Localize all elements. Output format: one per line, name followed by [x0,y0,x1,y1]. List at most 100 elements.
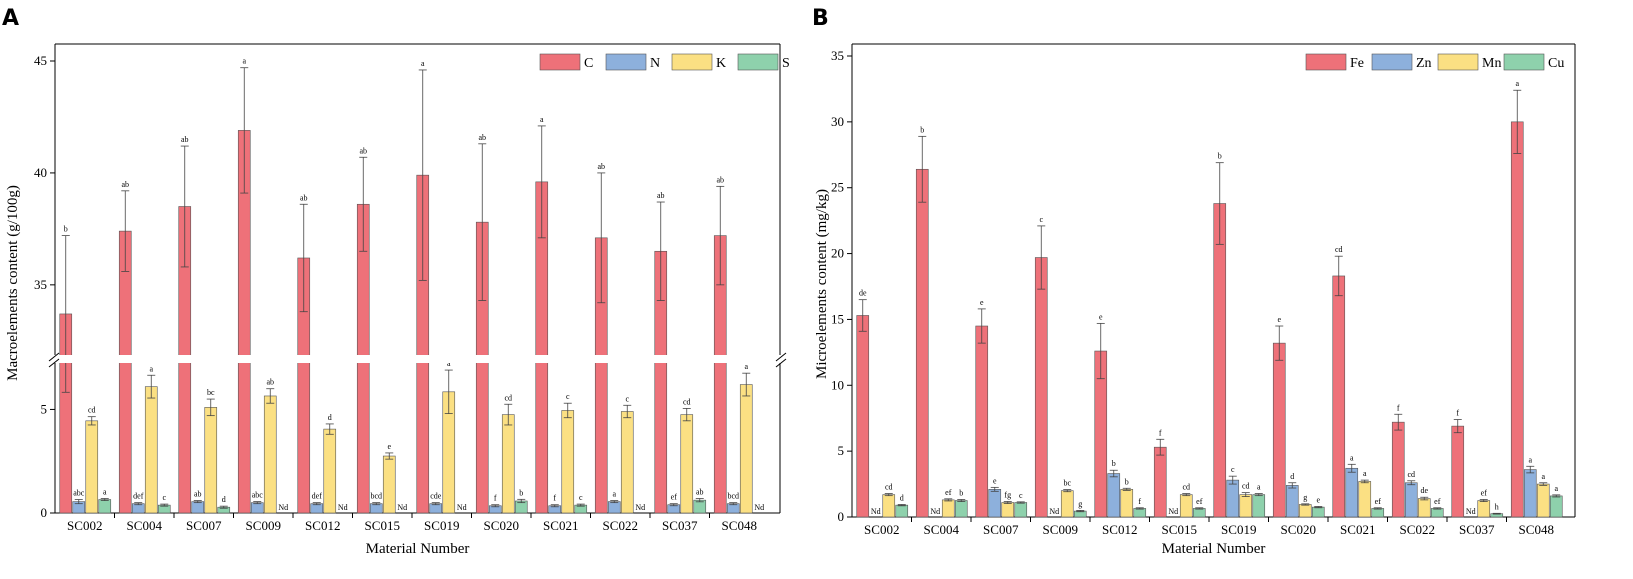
bar-K-SC004 [144,386,158,514]
axis-break-mark [48,358,60,368]
bar-Cu-SC022 [1430,508,1444,518]
significance-label: a [1541,472,1545,481]
bar-K-SC021 [561,410,575,514]
significance-label: cd [1407,470,1415,479]
significance-label: cd [88,406,96,415]
x-tick-label: SC048 [1519,522,1554,537]
y-tick-label: 35 [34,277,47,292]
significance-label: a [242,57,246,66]
significance-label: Nd [1168,507,1178,516]
significance-label: ef [1375,497,1382,506]
x-tick-label: SC022 [603,518,638,533]
significance-label: a [447,359,451,368]
significance-label: h [1495,502,1499,511]
bar-K-SC015 [382,455,396,514]
bar-Mn-SC004 [941,499,955,518]
significance-label: e [1277,315,1281,324]
significance-label: Nd [278,503,288,512]
significance-label: e [1316,495,1320,504]
bar-Fe-SC007 [975,325,989,518]
significance-label: a [149,364,153,373]
significance-label: f [1456,409,1459,418]
significance-label: cd [1182,483,1190,492]
bar-K-SC007 [204,407,218,514]
legend-label-Zn: Zn [1416,56,1432,71]
legend-label-S: S [782,56,790,71]
bar-N-SC009 [250,502,264,514]
bar-Zn-SC048 [1523,469,1537,518]
y-tick-label: 25 [831,180,844,195]
significance-label: b [1125,477,1129,486]
x-tick-label: SC015 [1162,522,1197,537]
significance-label: d [222,495,226,504]
significance-label: b [1112,459,1116,468]
significance-label: f [553,494,556,503]
significance-label: a [1554,484,1558,493]
bar-Fe-SC002 [856,315,870,518]
bar-Zn-SC012 [1107,473,1121,518]
axis-break-mark [775,352,787,362]
bar-K-SC048 [739,384,753,514]
significance-label: d [1290,472,1294,481]
bar-Fe-SC015 [1153,446,1167,518]
bar-Mn-SC048 [1536,483,1550,518]
bar-Fe-SC020 [1272,342,1286,518]
bar-K-SC022 [620,411,634,514]
significance-label: a [612,490,616,499]
significance-label: bc [1063,479,1071,488]
significance-label: a [744,362,748,371]
significance-label: e [993,476,997,485]
panel-label: A [2,6,19,31]
significance-label: def [312,492,323,501]
significance-label: abc [252,491,264,500]
bar-Zn-SC020 [1285,485,1299,518]
axis-break-mark [775,358,787,368]
significance-label: c [566,392,570,401]
significance-label: bc [207,388,215,397]
significance-label: c [1019,491,1023,500]
significance-label: fg [1004,490,1011,499]
bar-Zn-SC021 [1345,467,1359,518]
significance-label: c [625,394,629,403]
significance-label: cd [885,483,893,492]
legend-swatch-Cu [1503,53,1545,71]
legend: Fe Zn Mn Cu [1305,53,1564,71]
x-tick-label: SC004 [924,522,960,537]
y-tick-label: 0 [838,509,845,524]
significance-label: ab [359,146,367,155]
significance-label: Nd [338,503,348,512]
significance-label: f [1138,497,1141,506]
bar-Mn-SC012 [1120,489,1134,518]
significance-label: a [1528,455,1532,464]
y-axis-title: Macroelements content (g/100g) [5,185,21,381]
bar-Fe-SC021 [1332,275,1346,518]
bar-Cu-SC015 [1192,508,1206,518]
significance-label: ab [716,175,724,184]
bar-Fe-SC004 [915,168,929,518]
significance-label: ef [1434,497,1441,506]
bar-K-SC037 [680,414,694,514]
significance-label: Nd [635,503,645,512]
legend-label-K: K [716,56,726,71]
significance-label: g [1078,499,1082,508]
bar-Fe-SC022 [1391,421,1405,518]
bar-Cu-SC019 [1252,494,1266,518]
bar-Zn-SC007 [988,489,1002,518]
significance-label: b [1218,152,1222,161]
significance-label: e [1099,312,1103,321]
bar-Zn-SC022 [1404,482,1418,518]
legend-swatch-Fe [1305,53,1347,71]
significance-label: e [980,298,984,307]
bar-Cu-SC048 [1549,495,1563,518]
significance-label: ab [181,135,189,144]
significance-label: f [1159,428,1162,437]
legend-label-C: C [584,56,593,71]
x-tick-label: SC021 [1340,522,1375,537]
x-tick-label: SC020 [484,518,519,533]
bar-Mn-SC002 [882,494,896,518]
significance-label: de [859,289,867,298]
bar-Cu-SC021 [1371,508,1385,518]
x-tick-label: SC002 [864,522,899,537]
bar-Cu-SC004 [954,500,968,518]
